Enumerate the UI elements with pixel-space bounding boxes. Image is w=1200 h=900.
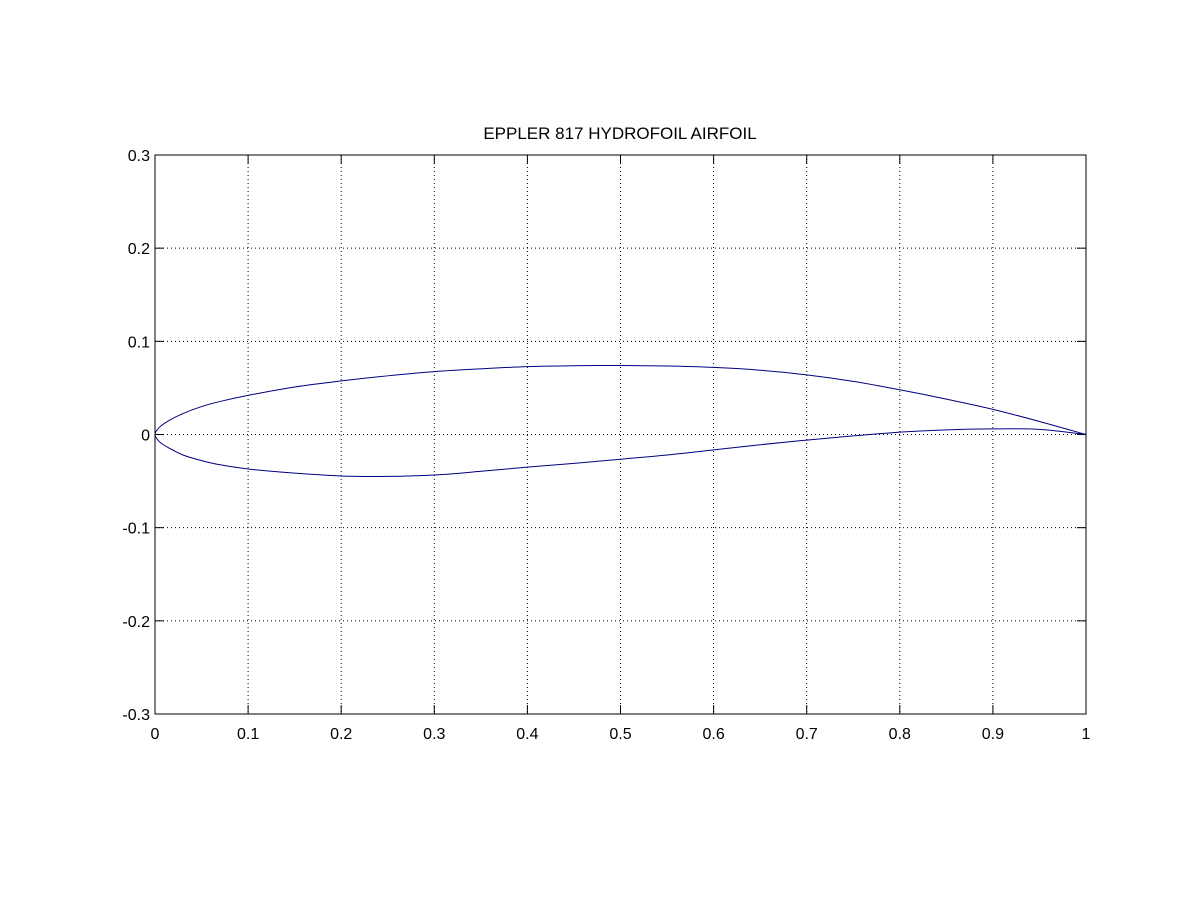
x-tick-label: 0.6 bbox=[702, 726, 724, 743]
y-tick-label: 0.3 bbox=[128, 148, 150, 165]
axes-frame bbox=[154, 154, 1087, 715]
y-tick-label: 0.1 bbox=[128, 334, 150, 351]
grid-lines bbox=[155, 155, 1086, 714]
x-tick-label: 0.2 bbox=[330, 726, 352, 743]
x-tick-label: 0.8 bbox=[889, 726, 911, 743]
y-axis-tick-labels: -0.3 -0.2 -0.1 0 0.1 0.2 0.3 bbox=[122, 148, 150, 724]
y-tick-label: -0.2 bbox=[122, 614, 150, 631]
x-tick-label: 0.1 bbox=[237, 726, 259, 743]
x-tick-label: 0 bbox=[151, 726, 160, 743]
x-axis-tick-labels: 0 0.1 0.2 0.3 0.4 0.5 0.6 0.7 0.8 0.9 1 bbox=[151, 726, 1091, 743]
x-tick-label: 0.7 bbox=[796, 726, 818, 743]
series-layer bbox=[154, 365, 1087, 477]
x-tick-label: 1 bbox=[1082, 726, 1091, 743]
chart-title: EPPLER 817 HYDROFOIL AIRFOIL bbox=[483, 124, 756, 143]
airfoil-profile-line bbox=[154, 365, 1087, 477]
x-tick-label: 0.4 bbox=[516, 726, 538, 743]
x-tick-label: 0.9 bbox=[982, 726, 1004, 743]
y-tick-label: -0.1 bbox=[122, 521, 150, 538]
axis-ticks bbox=[154, 154, 1087, 715]
y-tick-label: 0 bbox=[141, 428, 150, 445]
x-tick-label: 0.5 bbox=[609, 726, 631, 743]
y-tick-label: -0.3 bbox=[122, 707, 150, 724]
y-tick-label: 0.2 bbox=[128, 241, 150, 258]
x-tick-label: 0.3 bbox=[423, 726, 445, 743]
